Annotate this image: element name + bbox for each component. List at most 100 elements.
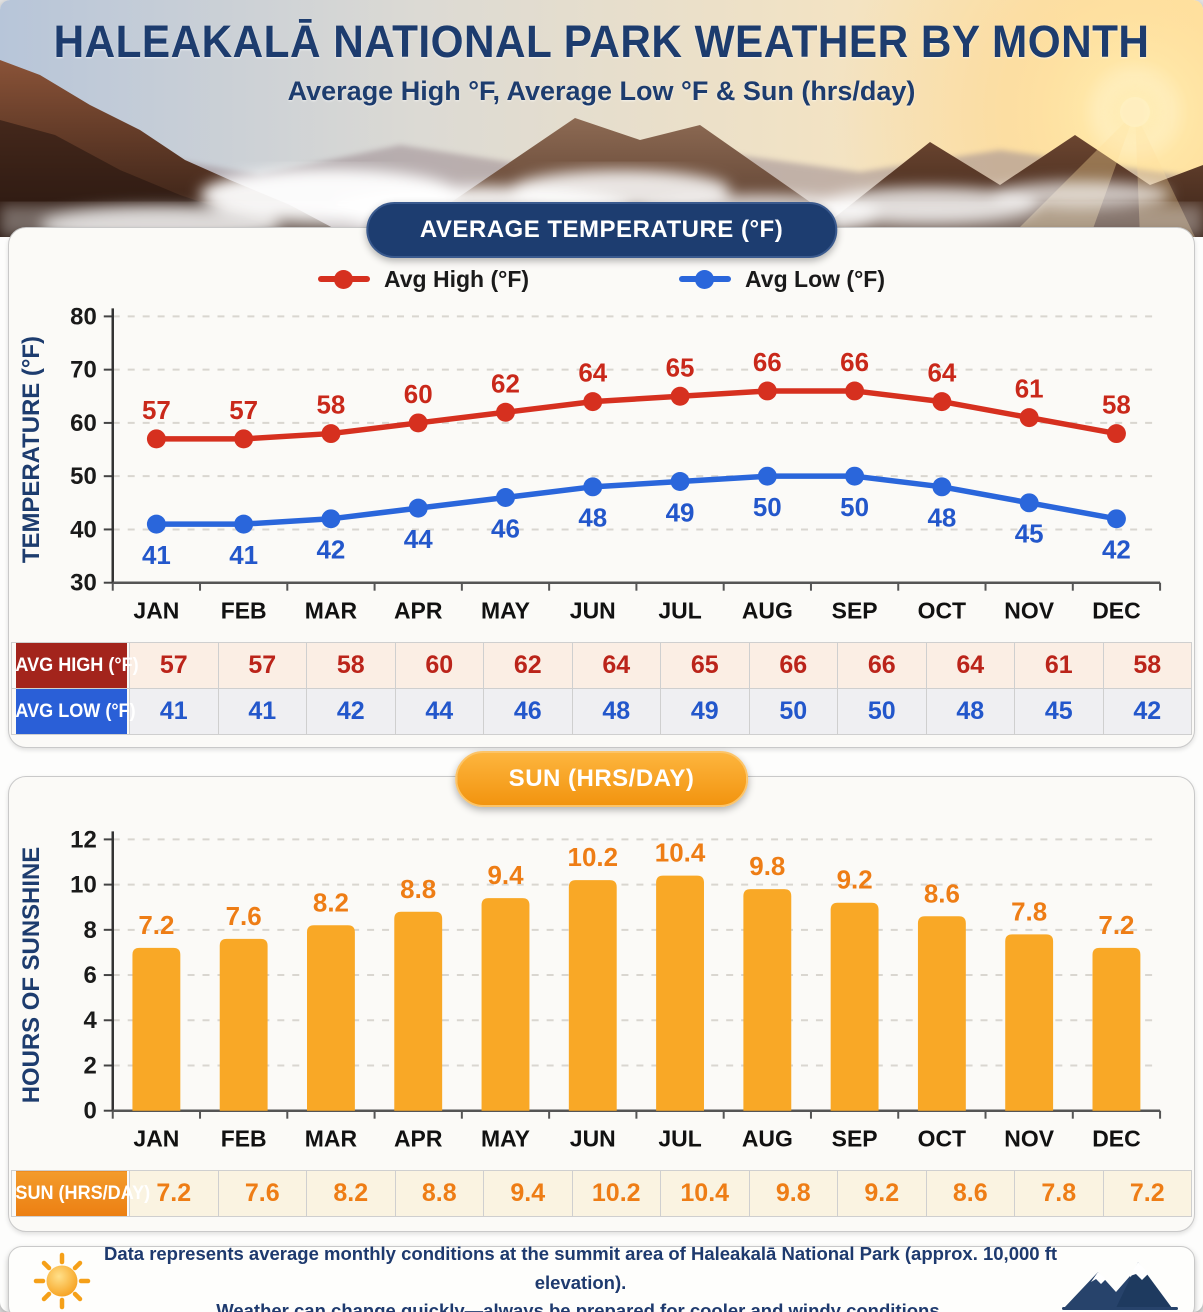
avg-low-value-label: 42 bbox=[317, 537, 346, 565]
month-label: JUN bbox=[570, 598, 616, 624]
table-cell: 8.2 bbox=[306, 1170, 396, 1217]
legend-label: Avg Low (°F) bbox=[745, 265, 885, 292]
table-cell: 62 bbox=[483, 642, 573, 689]
temperature-chart-wrap: 30 40 50 60 70 80 JAN FEB MAR APR MAY JUN JUL AUG SEP O… bbox=[9, 296, 1194, 638]
avg-low-value-label: 50 bbox=[840, 494, 869, 522]
month-label: APR bbox=[394, 1126, 443, 1152]
avg-low-value-label: 45 bbox=[1015, 521, 1044, 549]
month-label: JAN bbox=[133, 1126, 179, 1152]
avg-low-value-label: 48 bbox=[578, 505, 607, 533]
avg-low-point bbox=[1106, 509, 1126, 529]
avg-high-point bbox=[321, 424, 341, 444]
y-tick-label: 0 bbox=[83, 1098, 96, 1125]
sun-value-label: 10.2 bbox=[568, 844, 618, 872]
avg-high-line bbox=[156, 388, 1117, 442]
avg-high-point bbox=[757, 381, 777, 401]
avg-high-value-label: 62 bbox=[491, 370, 520, 398]
month-label: OCT bbox=[918, 598, 966, 624]
footer-line-1: Data represents average monthly conditio… bbox=[103, 1243, 1058, 1293]
footer-note: Data represents average monthly conditio… bbox=[8, 1243, 1195, 1312]
month-label: JUN bbox=[570, 1126, 616, 1152]
month-label: SEP bbox=[832, 1126, 878, 1152]
sun-bar bbox=[743, 889, 792, 1111]
avg-high-point bbox=[496, 402, 515, 422]
legend-label: Avg High (°F) bbox=[384, 265, 530, 292]
avg-high-value-label: 66 bbox=[840, 349, 869, 377]
avg-low-row-header: AVG LOW (°F) bbox=[13, 688, 135, 735]
avg-low-point bbox=[321, 509, 341, 529]
sun-value-label: 8.8 bbox=[400, 876, 436, 904]
sun-section-badge: SUN (HRS/DAY) bbox=[454, 751, 749, 807]
y-tick-label: 60 bbox=[70, 410, 97, 437]
avg-low-point bbox=[583, 477, 603, 497]
avg-low-value-label: 42 bbox=[1102, 537, 1131, 565]
page-subtitle: Average High °F, Average Low °F & Sun (h… bbox=[287, 76, 916, 106]
avg-low-point bbox=[146, 514, 166, 534]
avg-high-point bbox=[670, 386, 690, 406]
sun-value-label: 9.4 bbox=[487, 862, 524, 890]
legend-item-avg-low: Avg Low (°F) bbox=[679, 266, 885, 293]
y-tick-label: 70 bbox=[70, 357, 97, 384]
avg-high-value-label: 66 bbox=[753, 349, 782, 377]
sun-chart-wrap: 0 2 4 6 8 10 12 JAN FEB MAR APR MAY JUN JUL AUG SEP OCT N… bbox=[9, 819, 1194, 1166]
chart-legend: Avg High (°F) Avg Low (°F) bbox=[9, 262, 1194, 296]
table-cell: 48 bbox=[925, 688, 1015, 735]
avg-high-point bbox=[845, 381, 865, 401]
table-cell: 8.6 bbox=[925, 1170, 1015, 1217]
avg-low-value-label: 46 bbox=[491, 515, 520, 543]
sun-bar bbox=[917, 916, 966, 1111]
sun-bar bbox=[1005, 934, 1054, 1111]
y-tick-label: 80 bbox=[70, 303, 97, 330]
y-tick-label: 4 bbox=[83, 1007, 97, 1034]
avg-high-point bbox=[146, 429, 166, 449]
table-cell: 49 bbox=[660, 688, 750, 735]
sun-value-label: 8.6 bbox=[924, 880, 960, 908]
month-label: JUL bbox=[658, 598, 701, 624]
temperature-table: AVG HIGH (°F) 57 57 58 60 62 64 65 66 66 64 61 58 A… bbox=[11, 642, 1192, 735]
sun-bar bbox=[1092, 947, 1141, 1111]
month-label: MAY bbox=[481, 1126, 530, 1152]
table-cell: 60 bbox=[394, 642, 484, 689]
sun-bar bbox=[481, 898, 530, 1111]
avg-low-value-label: 48 bbox=[927, 505, 956, 533]
avg-high-value-label: 65 bbox=[666, 354, 695, 382]
avg-low-value-label: 41 bbox=[142, 542, 171, 570]
month-label: APR bbox=[394, 598, 443, 624]
month-label: MAY bbox=[481, 598, 530, 624]
sun-bar bbox=[568, 880, 617, 1111]
avg-high-value-label: 57 bbox=[229, 397, 258, 425]
table-cell: 50 bbox=[837, 688, 927, 735]
table-cell: 66 bbox=[837, 642, 927, 689]
month-label: NOV bbox=[1004, 598, 1054, 624]
month-label: JUL bbox=[658, 1126, 701, 1152]
avg-low-value-label: 49 bbox=[666, 499, 695, 527]
table-cell: 45 bbox=[1014, 688, 1104, 735]
month-label: JAN bbox=[133, 598, 179, 624]
sun-bar bbox=[656, 875, 704, 1111]
sun-value-label: 7.2 bbox=[1098, 912, 1134, 940]
y-tick-label: 8 bbox=[83, 917, 96, 944]
sun-value-label: 9.2 bbox=[837, 867, 873, 895]
avg-high-point bbox=[234, 429, 254, 449]
avg-low-point bbox=[408, 498, 428, 518]
mountain-icon bbox=[1060, 1250, 1180, 1312]
table-cell: 10.2 bbox=[571, 1170, 661, 1217]
table-cell: 7.8 bbox=[1014, 1170, 1104, 1217]
avg-high-value-label: 60 bbox=[404, 381, 433, 409]
avg-high-value-label: 64 bbox=[927, 360, 956, 388]
temperature-section: AVERAGE TEMPERATURE (°F) Avg High (°F) A… bbox=[8, 202, 1195, 748]
table-cell: 41 bbox=[129, 688, 219, 735]
sun-bar bbox=[307, 925, 355, 1111]
sun-icon bbox=[23, 1249, 101, 1312]
hero-text-block: HALEAKALĀ NATIONAL PARK WEATHER BY MONTH… bbox=[0, 0, 1203, 107]
page-title: HALEAKALĀ NATIONAL PARK WEATHER BY MONTH bbox=[53, 16, 1150, 67]
avg-low-point bbox=[932, 477, 952, 497]
y-axis-title: HOURS OF SUNSHINE bbox=[18, 847, 45, 1104]
table-cell: 9.4 bbox=[483, 1170, 573, 1217]
table-cell: 61 bbox=[1014, 642, 1104, 689]
month-label: AUG bbox=[742, 598, 793, 624]
month-label: OCT bbox=[918, 1126, 966, 1152]
table-cell: 42 bbox=[1102, 688, 1192, 735]
avg-low-point bbox=[845, 466, 865, 486]
avg-high-point bbox=[932, 392, 952, 412]
